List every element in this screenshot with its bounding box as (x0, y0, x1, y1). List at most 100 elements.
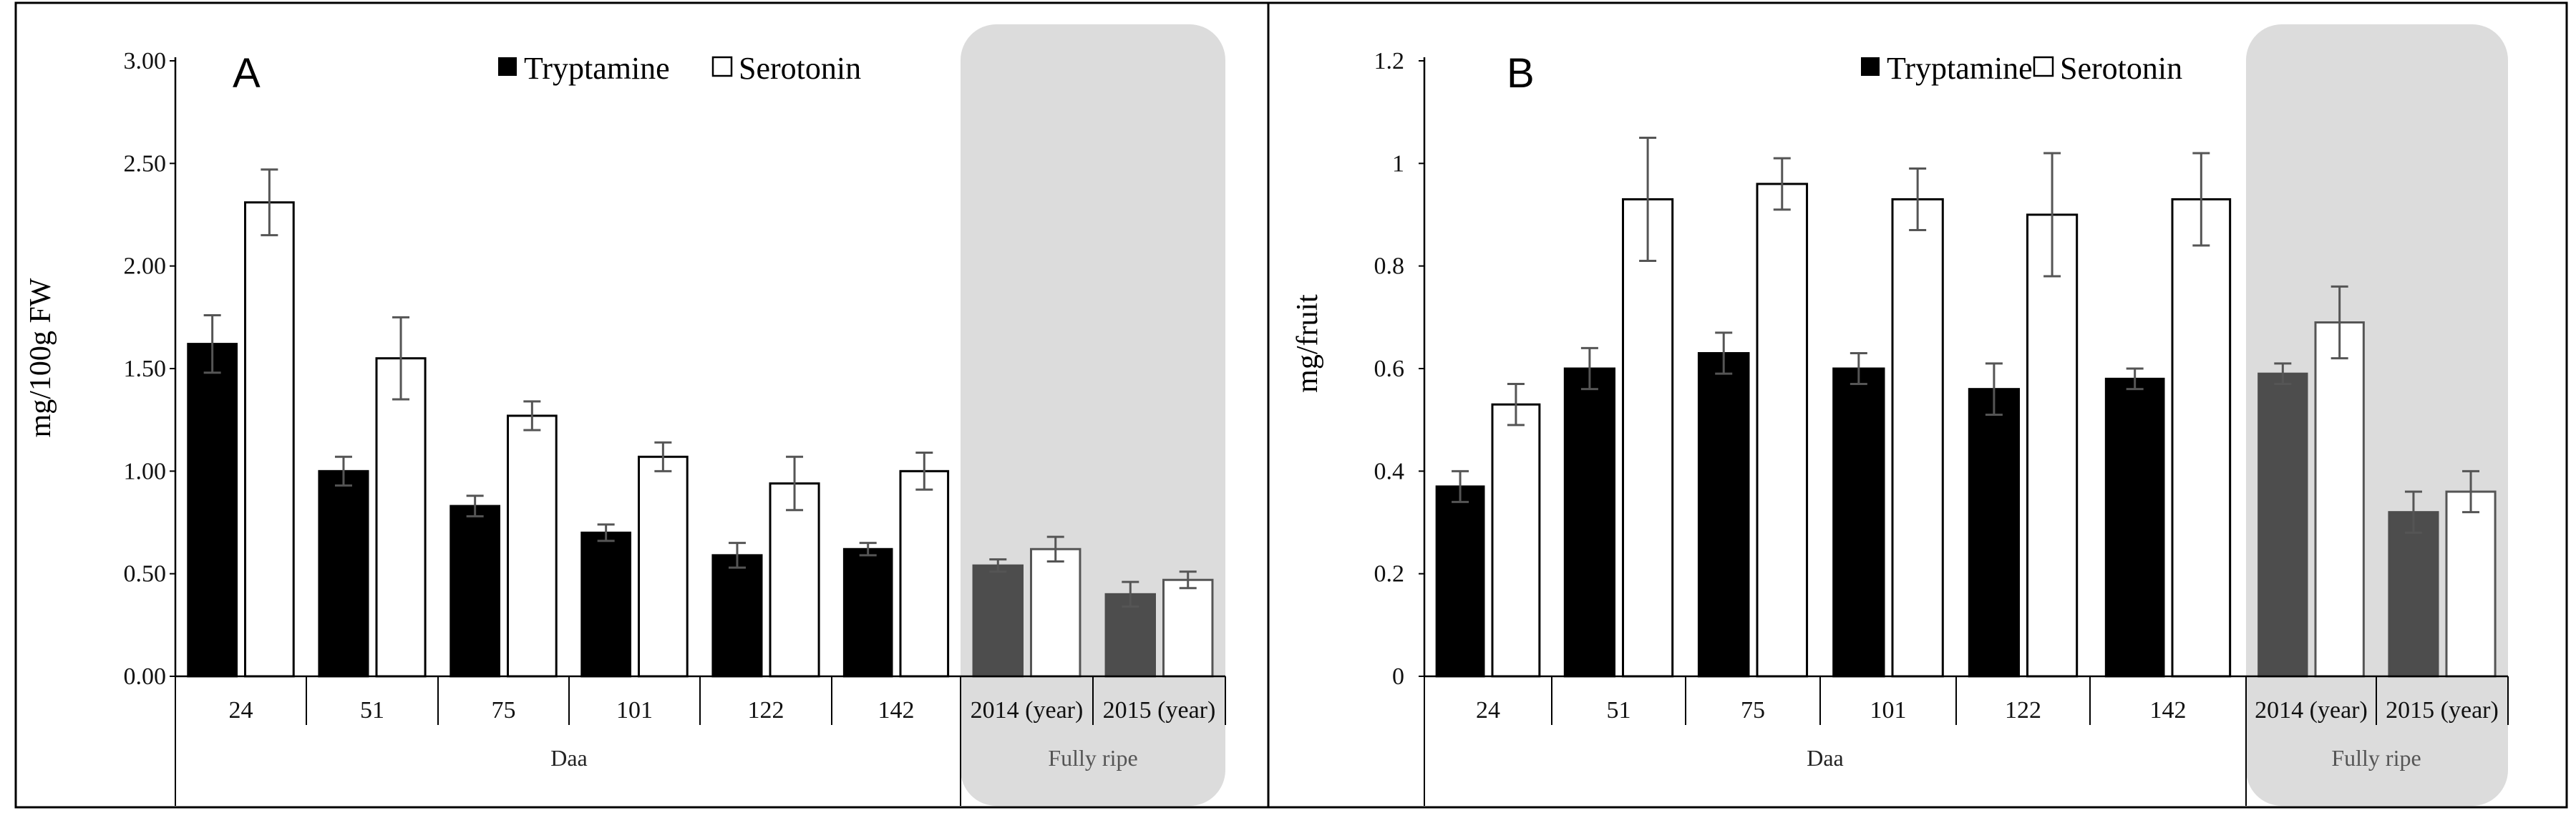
panel-a-error-bar (523, 400, 541, 432)
panel-b-legend-swatch-serotonin (2033, 56, 2054, 77)
panel-a-y-tick-label: 1.00 (124, 458, 167, 485)
panel-a-legend: Tryptamine Serotonin (498, 51, 861, 86)
panel-a-x-category-label: 122 (748, 697, 784, 724)
panel-b-x-category-label: 142 (2150, 697, 2187, 724)
panel-a-bar-serotonin (769, 482, 820, 678)
panel-b-error-bar (2274, 362, 2292, 385)
panel-a-legend-serotonin: Serotonin (739, 51, 861, 86)
panel-a-bar-serotonin (1162, 578, 1214, 678)
panel-b-bar-serotonin (2445, 490, 2497, 678)
panel-a-y-axis-label: mg/100g FW (24, 278, 57, 437)
panel-b-x-category-label: 101 (1870, 697, 1907, 724)
panel-a-y-tick-label: 2.50 (124, 150, 167, 177)
panel-a-y-tick-label: 0.50 (124, 561, 167, 588)
panel-a-bar-tryptamine (318, 469, 369, 678)
panel-a-error-bar (203, 313, 221, 374)
panel-a-y-tick-label: 3.00 (124, 48, 167, 74)
panel-b-bar-serotonin (1756, 182, 1809, 678)
panel-b-error-bar (1715, 331, 1733, 375)
panel-a-bar-serotonin (244, 201, 295, 678)
panel-b-y-ticks: 0 0.2 0.4 0.6 0.8 1 1.2 (1374, 48, 1424, 690)
panel-b-error-bar (2126, 367, 2144, 391)
panel-a-bar-serotonin (1030, 547, 1082, 678)
panel-a-x-category-label: 75 (492, 697, 516, 724)
panel-a-bar-tryptamine (449, 505, 500, 678)
panel-b-x-category-label: 51 (1607, 697, 1631, 724)
panel-a-y-tick-label: 0.00 (124, 663, 167, 690)
panel-b-y-tick-label: 0.8 (1374, 253, 1405, 280)
panel-a-error-bar (728, 542, 746, 569)
panel-b-highlight-region (2246, 24, 2508, 806)
panel-b-letter: B (1507, 50, 1535, 97)
panel-a-x-category-label: 51 (360, 697, 384, 724)
panel-a-error-bar (654, 441, 672, 472)
panel-a-bar-tryptamine (711, 554, 763, 678)
panel-b-bar-tryptamine (2388, 511, 2439, 678)
panel-a-error-bar (786, 455, 804, 512)
panel-b-bar-tryptamine (2104, 377, 2165, 678)
panel-a-error-bar (989, 558, 1007, 573)
panel-b-legend: Tryptamine Serotonin (1861, 51, 2182, 86)
panel-b-y-tick-label: 0.6 (1374, 356, 1405, 382)
panel-b-y-tick-label: 0.4 (1374, 458, 1405, 485)
panel-a-legend-swatch-serotonin (711, 56, 733, 77)
panel-a-error-bar (1122, 580, 1139, 608)
panel-a-error-bar (859, 542, 877, 557)
panel-a-group-label-fully-ripe: Fully ripe (1048, 745, 1137, 771)
panel-a-error-bar (1046, 535, 1064, 563)
chart-panel-b: 0 0.2 0.4 0.6 0.8 1 1.2 24 51 75 101 122 142 2014 (y… (1267, 1, 2568, 809)
panel-b-error-bar (1507, 383, 1525, 427)
panel-b-bar-tryptamine (1832, 367, 1885, 678)
panel-a-y-tick-label: 2.00 (124, 253, 167, 280)
panel-a-error-bar (915, 452, 933, 491)
panel-b-frame (1267, 1, 2568, 809)
panel-a-x-separators (174, 57, 1226, 806)
panel-b-x-category-label: 122 (2005, 697, 2041, 724)
panel-b-x-category-label: 2014 (year) (2255, 697, 2368, 724)
panel-a-error-bar (1179, 570, 1197, 590)
panel-a-bar-tryptamine (972, 564, 1024, 678)
panel-b-legend-serotonin: Serotonin (2060, 51, 2182, 86)
panel-a-error-bar (261, 168, 278, 237)
panel-b-error-bar (2043, 152, 2061, 278)
panel-a-x-category-label: 24 (229, 697, 253, 724)
panel-b-error-bar (1452, 469, 1469, 503)
panel-b-bar-serotonin (2171, 198, 2232, 678)
panel-a-legend-swatch-tryptamine (498, 57, 517, 76)
panel-b-bar-serotonin (1891, 198, 1944, 678)
panel-a-bar-serotonin (899, 469, 950, 678)
panel-b-bar-tryptamine (1968, 388, 2021, 678)
panel-a-bar-tryptamine (1104, 593, 1157, 678)
panel-b-bar-tryptamine (2257, 372, 2308, 678)
panel-a-y-tick-label: 1.50 (124, 356, 167, 382)
panel-b-x-separators (1423, 57, 2509, 806)
panel-b-y-tick-label: 1.2 (1374, 48, 1405, 74)
panel-b-error-bar (2462, 469, 2480, 514)
panel-a-highlight-region (961, 24, 1225, 806)
panel-a-legend-tryptamine: Tryptamine (524, 51, 670, 86)
panel-a-bar-serotonin (375, 357, 427, 678)
panel-b-y-tick-label: 0.2 (1374, 561, 1405, 588)
panel-a-letter: A (233, 50, 261, 97)
panel-b-error-bar (1639, 137, 1657, 262)
panel-b-error-bar (1985, 362, 2003, 416)
panel-a-bar-tryptamine (842, 547, 893, 678)
panel-a-error-bar (334, 455, 352, 487)
panel-b-bar-serotonin (2026, 213, 2079, 678)
panel-b-x-category-label: 2015 (year) (2386, 697, 2499, 724)
panel-b-x-category-label: 75 (1741, 697, 1765, 724)
panel-a-x-categories: 24 51 75 101 122 142 2014 (year) 2015 (year) (229, 697, 1216, 724)
panel-a-group-label-daa: Daa (550, 745, 588, 771)
panel-a-x-category-label: 2014 (year) (971, 697, 1084, 724)
panel-b-bar-serotonin (1491, 403, 1541, 678)
panel-b-x-category-label: 24 (1476, 697, 1500, 724)
panel-a-bar-serotonin (507, 414, 558, 678)
panel-a-error-bar (597, 523, 615, 542)
panel-b-error-bar (1909, 167, 1927, 231)
panel-a-bars (187, 201, 1214, 678)
panel-a-error-bar (392, 316, 410, 401)
panel-b-y-axis-label: mg/fruit (1291, 294, 1324, 393)
panel-b-bar-serotonin (1622, 198, 1674, 678)
panel-b-bar-tryptamine (1435, 485, 1485, 678)
